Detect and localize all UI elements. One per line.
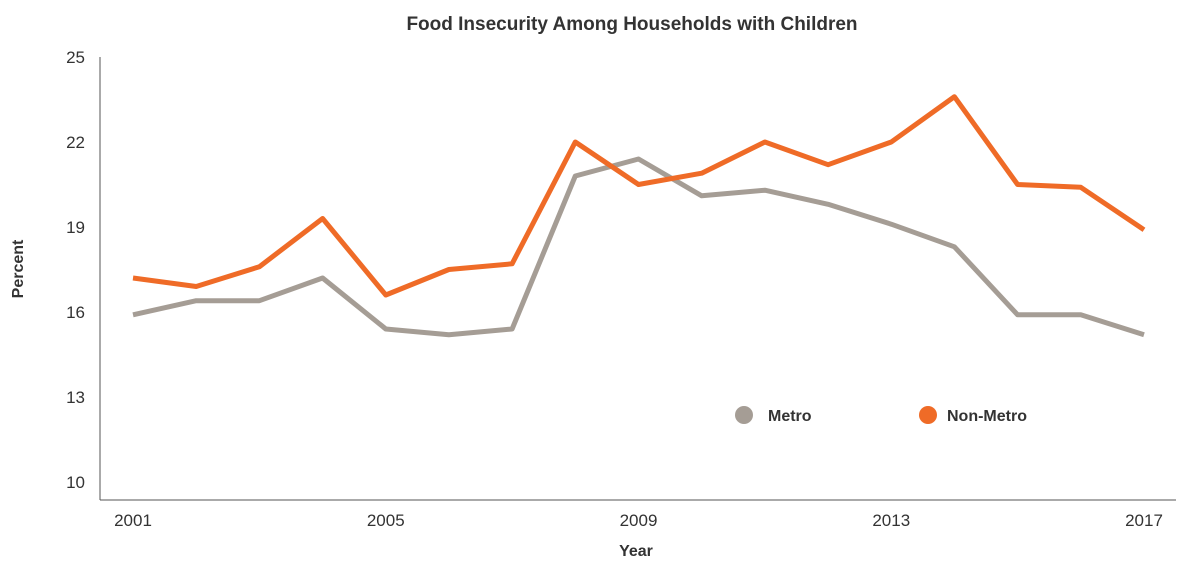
legend-marker-non-metro [919, 406, 937, 424]
legend-label-non-metro: Non-Metro [947, 408, 1027, 425]
x-tick-label: 2001 [114, 511, 152, 530]
y-tick-label: 16 [66, 303, 85, 322]
legend-marker-metro [735, 406, 753, 424]
series-lines [132, 94, 1146, 338]
y-tick-label: 19 [66, 218, 85, 237]
y-tick-label: 25 [66, 48, 85, 67]
x-tick-label: 2017 [1125, 511, 1163, 530]
y-tick-label: 13 [66, 388, 85, 407]
legend: Metro Non-Metro [735, 406, 1027, 425]
x-tick-label: 2013 [872, 511, 910, 530]
y-ticks: 10 13 16 19 22 25 [66, 48, 85, 492]
y-axis-label: Percent [10, 239, 27, 298]
legend-label-metro: Metro [768, 408, 812, 425]
x-ticks: 2001 2005 2009 2013 2017 [114, 511, 1163, 530]
x-tick-label: 2005 [367, 511, 405, 530]
x-axis-label: Year [619, 543, 653, 560]
series-line-non-metro [132, 94, 1146, 298]
y-tick-label: 10 [66, 473, 85, 492]
series-line-metro [132, 156, 1145, 338]
x-tick-label: 2009 [620, 511, 658, 530]
y-tick-label: 22 [66, 133, 85, 152]
chart-title: Food Insecurity Among Households with Ch… [406, 14, 857, 35]
